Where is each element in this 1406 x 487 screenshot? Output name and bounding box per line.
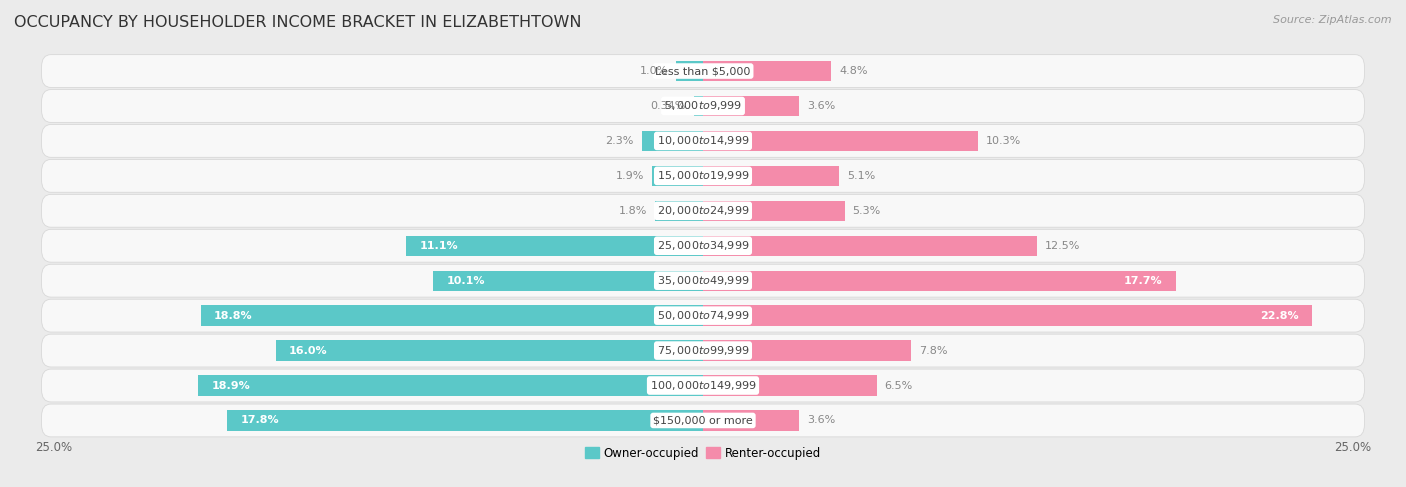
Bar	[228, 411, 703, 431]
Text: 25.0%: 25.0%	[1334, 441, 1371, 454]
Bar	[655, 201, 703, 221]
Text: 1.0%: 1.0%	[640, 66, 668, 76]
Text: 12.5%: 12.5%	[1045, 241, 1080, 251]
Bar	[276, 340, 703, 361]
Text: 5.3%: 5.3%	[852, 206, 880, 216]
Text: OCCUPANCY BY HOUSEHOLDER INCOME BRACKET IN ELIZABETHTOWN: OCCUPANCY BY HOUSEHOLDER INCOME BRACKET …	[14, 15, 582, 30]
FancyBboxPatch shape	[42, 264, 1364, 297]
Text: $100,000 to $149,999: $100,000 to $149,999	[650, 379, 756, 392]
Text: 17.7%: 17.7%	[1123, 276, 1163, 286]
Text: 5.1%: 5.1%	[848, 171, 876, 181]
Bar	[703, 305, 1312, 326]
Bar	[406, 236, 703, 256]
Bar	[652, 166, 703, 186]
Bar	[703, 201, 845, 221]
Bar	[703, 61, 831, 81]
Bar	[703, 375, 877, 395]
Text: 10.3%: 10.3%	[986, 136, 1021, 146]
Text: 0.34%: 0.34%	[651, 101, 686, 111]
FancyBboxPatch shape	[42, 369, 1364, 402]
Text: 3.6%: 3.6%	[807, 415, 835, 426]
Bar	[198, 375, 703, 395]
Text: Less than $5,000: Less than $5,000	[655, 66, 751, 76]
Text: Source: ZipAtlas.com: Source: ZipAtlas.com	[1274, 15, 1392, 25]
Text: $5,000 to $9,999: $5,000 to $9,999	[664, 99, 742, 112]
Text: $15,000 to $19,999: $15,000 to $19,999	[657, 169, 749, 182]
Text: $75,000 to $99,999: $75,000 to $99,999	[657, 344, 749, 357]
Text: 2.3%: 2.3%	[605, 136, 634, 146]
FancyBboxPatch shape	[42, 55, 1364, 88]
Bar	[695, 96, 703, 116]
Text: 10.1%: 10.1%	[447, 276, 485, 286]
Bar	[703, 166, 839, 186]
FancyBboxPatch shape	[42, 125, 1364, 157]
Bar	[703, 271, 1175, 291]
Text: $35,000 to $49,999: $35,000 to $49,999	[657, 274, 749, 287]
Text: 1.8%: 1.8%	[619, 206, 647, 216]
FancyBboxPatch shape	[42, 194, 1364, 227]
Text: $150,000 or more: $150,000 or more	[654, 415, 752, 426]
Text: 17.8%: 17.8%	[240, 415, 280, 426]
Bar	[703, 340, 911, 361]
Legend: Owner-occupied, Renter-occupied: Owner-occupied, Renter-occupied	[579, 442, 827, 465]
Text: $50,000 to $74,999: $50,000 to $74,999	[657, 309, 749, 322]
Text: 11.1%: 11.1%	[420, 241, 458, 251]
Text: $10,000 to $14,999: $10,000 to $14,999	[657, 134, 749, 148]
Text: 4.8%: 4.8%	[839, 66, 868, 76]
Bar	[201, 305, 703, 326]
Text: $20,000 to $24,999: $20,000 to $24,999	[657, 205, 749, 217]
FancyBboxPatch shape	[42, 334, 1364, 367]
Text: 18.8%: 18.8%	[214, 311, 253, 320]
Text: 22.8%: 22.8%	[1260, 311, 1299, 320]
FancyBboxPatch shape	[42, 159, 1364, 192]
Text: $25,000 to $34,999: $25,000 to $34,999	[657, 239, 749, 252]
Text: 6.5%: 6.5%	[884, 380, 912, 391]
Bar	[703, 96, 799, 116]
Text: 3.6%: 3.6%	[807, 101, 835, 111]
Text: 1.9%: 1.9%	[616, 171, 644, 181]
Bar	[703, 236, 1036, 256]
Bar	[703, 131, 979, 151]
FancyBboxPatch shape	[42, 90, 1364, 122]
Text: 25.0%: 25.0%	[35, 441, 72, 454]
Bar	[703, 411, 799, 431]
Text: 18.9%: 18.9%	[211, 380, 250, 391]
Bar	[433, 271, 703, 291]
Bar	[641, 131, 703, 151]
FancyBboxPatch shape	[42, 299, 1364, 332]
Bar	[676, 61, 703, 81]
Text: 16.0%: 16.0%	[288, 346, 328, 356]
Text: 7.8%: 7.8%	[920, 346, 948, 356]
FancyBboxPatch shape	[42, 229, 1364, 262]
FancyBboxPatch shape	[42, 404, 1364, 437]
